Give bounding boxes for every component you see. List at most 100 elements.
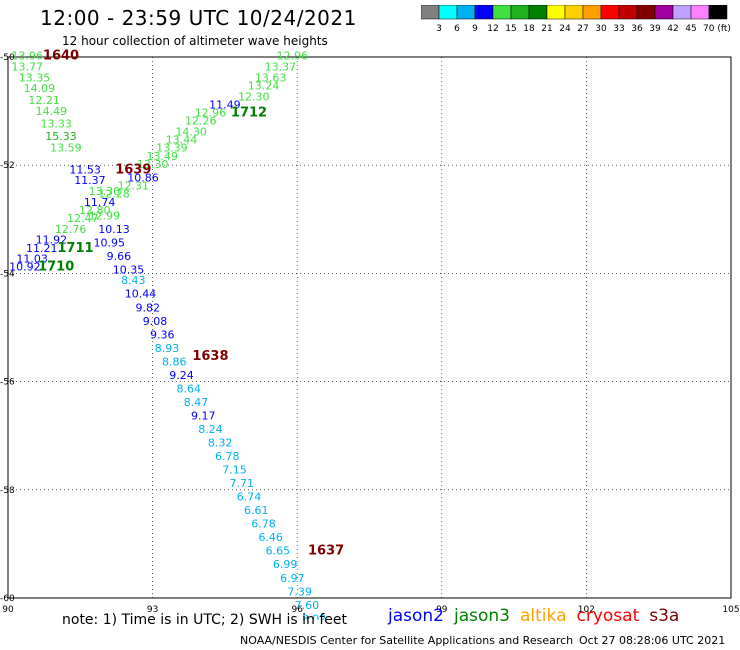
color-scale-label: 6 [454, 24, 460, 34]
wave-height-reading: 8.32 [208, 437, 233, 450]
wave-height-reading: 6.78 [215, 450, 240, 463]
color-scale-label: 30 [595, 24, 607, 34]
wave-height-reading: 13.63 [255, 71, 287, 84]
wave-height-reading: 11.92 [36, 234, 68, 247]
wave-height-reading: 12.99 [89, 209, 121, 222]
wave-height-reading: 13.77 [12, 61, 44, 74]
pass-time-label: 1710 [38, 260, 74, 275]
wave-height-reading: 12.76 [55, 223, 87, 236]
wave-height-reading: 8.93 [155, 342, 180, 355]
longitude-tick-label: 93 [147, 605, 158, 615]
color-scale-label: 12 [487, 24, 498, 34]
wave-height-reading: 10.92 [9, 261, 41, 274]
wave-height-reading: 10.35 [113, 263, 145, 276]
pass-time-label: 1637 [308, 544, 344, 559]
color-scale-label: 36 [631, 24, 643, 34]
color-scale-label: 9 [472, 24, 478, 34]
wave-height-reading: 10.95 [93, 236, 125, 249]
page-subtitle: 12 hour collection of altimeter wave hei… [62, 34, 328, 48]
longitude-tick-label: 105 [722, 605, 739, 615]
color-scale-label: 45 [685, 24, 696, 34]
map-frame [7, 56, 732, 599]
longitude-tick-label: 102 [578, 605, 595, 615]
legend-item-jason3: jason3 [454, 606, 510, 626]
wave-height-reading: 6.97 [280, 572, 305, 585]
pass-time-label: 1712 [231, 106, 267, 121]
legend-item-s3a: s3a [649, 606, 680, 626]
color-scale-label: 42 [667, 24, 678, 34]
wave-height-reading: 10.86 [127, 171, 159, 184]
color-scale-label: 27 [577, 24, 588, 34]
color-scale-label: 15 [505, 24, 516, 34]
wave-height-reading: 9.82 [136, 301, 161, 314]
wave-height-reading: 13.33 [40, 117, 72, 130]
color-scale-label: 18 [523, 24, 535, 34]
wave-height-reading: 12.80 [79, 204, 111, 217]
satellite-legend: jason2 jason3 altika cryosat s3a [388, 606, 689, 626]
wave-height-reading: 11.74 [84, 196, 116, 209]
wave-height-reading: 13.59 [50, 142, 82, 155]
generated-timestamp: Oct 27 08:28:06 UTC 2021 [579, 634, 726, 647]
wave-height-reading: 12.47 [67, 212, 99, 225]
wave-height-reading: 13.39 [156, 142, 188, 155]
wave-height-reading: 7.60 [295, 599, 320, 612]
wave-height-reading: 9.08 [143, 315, 168, 328]
wave-height-reading: 8.43 [121, 274, 146, 287]
wave-height-reading: 11.37 [74, 174, 106, 187]
wave-height-reading: 12.26 [185, 115, 217, 128]
wave-height-reading: 7.71 [230, 477, 255, 490]
wave-height-reading: 11.49 [209, 98, 241, 111]
wave-height-reading: 12.31 [118, 180, 150, 193]
wave-height-reading: 10.44 [125, 288, 157, 301]
latitude-tick-label: -50 [0, 53, 15, 63]
legend-item-cryosat: cryosat [576, 606, 640, 626]
color-scale-label: 70 (ft) [703, 24, 731, 34]
wave-height-reading: 6.46 [258, 531, 283, 544]
color-scale-label: 3 [436, 24, 442, 34]
wave-height-reading: 6.65 [266, 545, 291, 558]
latitude-tick-label: -60 [0, 594, 15, 604]
pass-time-label: 1640 [43, 49, 79, 64]
latitude-tick-label: -54 [0, 269, 15, 279]
wave-height-reading: 14.09 [24, 82, 56, 95]
credit-line: NOAA/NESDIS Center for Satellite Applica… [240, 634, 574, 647]
color-swatch [708, 5, 728, 20]
color-scale-label: 21 [541, 24, 552, 34]
wave-height-reading: 12.21 [28, 94, 60, 107]
wave-height-reading: 7.15 [222, 464, 247, 477]
footnote: note: 1) Time is in UTC; 2) SWH is in fe… [62, 612, 348, 628]
wave-height-reading: 14.49 [36, 105, 68, 118]
wave-height-reading: 12.30 [238, 90, 270, 103]
latitude-tick-label: -56 [0, 378, 15, 388]
latitude-tick-label: -52 [0, 161, 15, 171]
legend-item-jason2: jason2 [388, 606, 444, 626]
wave-height-reading: 12.96 [277, 50, 309, 63]
wave-height-reading: 15.33 [45, 130, 77, 143]
wave-height-reading: 13.35 [19, 71, 51, 84]
altimeter-map: 90 93 96 99 102 105-50-52-54-56-58-6013.9613.… [0, 49, 740, 620]
longitude-tick-label: 90 [2, 605, 14, 615]
wave-height-reading: 8.47 [184, 396, 209, 409]
wave-height-reading: 6.74 [237, 491, 262, 504]
wave-height-reading: 12.28 [98, 188, 130, 201]
color-scale-label: 24 [559, 24, 571, 34]
wave-height-reading: 7.39 [287, 585, 312, 598]
wave-height-reading: 9.24 [169, 369, 194, 382]
wave-height-reading: 13.37 [265, 61, 297, 74]
wave-height-reading: 6.78 [251, 518, 276, 531]
color-scale-bar: 3 6 9 12 15 18 21 24 27 30 33 36 39 42 45 70 (ft) [421, 5, 731, 34]
wave-height-reading: 8.86 [162, 355, 187, 368]
wave-height-reading: 6.99 [273, 558, 298, 571]
latitude-tick-label: -58 [0, 486, 15, 496]
wave-height-reading: 10.13 [98, 223, 130, 236]
pass-time-label: 1711 [57, 241, 93, 256]
wave-height-reading: 13.30 [137, 158, 169, 171]
wave-height-reading: 13.24 [248, 79, 280, 92]
wave-height-reading: 9.17 [191, 409, 216, 422]
wave-height-reading: 9.66 [107, 250, 132, 263]
pass-time-label: 1638 [192, 349, 228, 364]
wave-height-reading: 13.44 [166, 134, 198, 147]
wave-height-reading: 8.02 [302, 612, 327, 620]
wave-height-reading: 12.96 [195, 107, 227, 120]
wave-height-reading: 6.61 [244, 504, 269, 517]
